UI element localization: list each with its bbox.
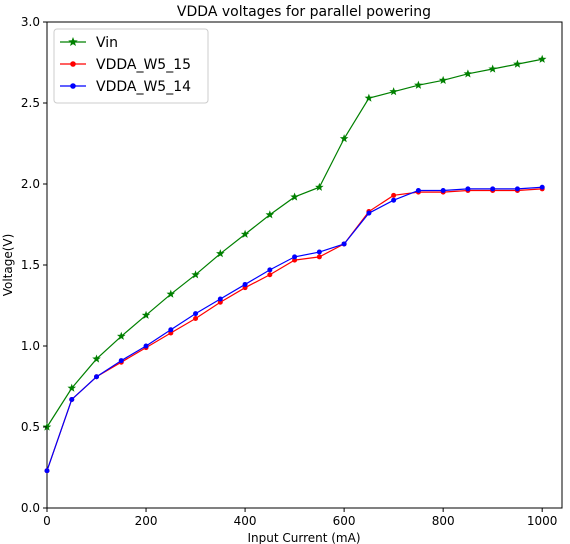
legend-item: VDDA_W5_15: [60, 57, 191, 73]
data-point: [290, 192, 299, 201]
legend-label: VDDA_W5_15: [96, 57, 191, 73]
data-point: [315, 182, 324, 191]
data-point: [438, 75, 448, 84]
data-point: [488, 64, 497, 73]
data-point: [193, 311, 199, 317]
x-tick-label: 1000: [527, 514, 558, 528]
data-point: [141, 310, 151, 319]
y-tick-label: 2.5: [21, 96, 40, 110]
data-point: [364, 93, 374, 102]
legend-marker: [68, 37, 78, 47]
data-point: [316, 254, 322, 260]
y-tick-label: 2.0: [21, 177, 40, 191]
data-point: [265, 210, 275, 219]
data-point: [216, 249, 225, 258]
data-point: [191, 270, 200, 279]
data-point: [414, 80, 423, 89]
data-point: [339, 134, 349, 143]
y-axis-label: Voltage(V): [1, 234, 15, 297]
data-point: [490, 186, 496, 192]
x-axis-label: Input Current (mA): [247, 531, 360, 544]
data-point: [292, 254, 298, 260]
series-vdda-w5-14: [44, 184, 545, 474]
data-point: [143, 343, 149, 349]
data-point: [217, 296, 223, 302]
legend-marker: [70, 83, 76, 89]
data-point: [513, 59, 522, 68]
data-point: [463, 69, 473, 78]
data-point: [440, 187, 446, 193]
data-point: [267, 272, 273, 278]
data-point: [118, 358, 124, 364]
y-tick-label: 0.0: [21, 501, 40, 515]
data-point: [92, 354, 101, 363]
data-point: [415, 187, 421, 193]
data-point: [341, 241, 347, 247]
data-point: [117, 331, 126, 340]
x-tick-label: 200: [135, 514, 158, 528]
data-point: [168, 327, 174, 333]
data-point: [267, 267, 273, 273]
x-tick-label: 600: [333, 514, 356, 528]
data-point: [539, 184, 545, 190]
x-tick-label: 800: [432, 514, 455, 528]
data-point: [465, 186, 471, 192]
data-point: [242, 281, 248, 287]
data-point: [366, 210, 372, 216]
data-point: [94, 374, 100, 380]
legend: Vin VDDA_W5_15 VDDA_W5_14: [53, 28, 209, 104]
legend-label: Vin: [96, 35, 118, 51]
y-tick-label: 1.0: [21, 339, 40, 353]
data-point: [316, 249, 322, 255]
y-axis: 0.0 0.5 1.0 1.5 2.0 2.5 3.0: [21, 15, 47, 515]
x-tick-label: 400: [234, 514, 257, 528]
legend-label: VDDA_W5_14: [96, 79, 191, 95]
data-point: [391, 192, 397, 198]
data-point: [44, 468, 50, 474]
chart-title: VDDA voltages for parallel powering: [177, 4, 431, 20]
data-point: [166, 289, 176, 298]
data-point: [389, 87, 398, 96]
x-tick-label: 0: [43, 514, 51, 528]
data-point: [391, 197, 397, 203]
legend-box: [53, 28, 209, 104]
series-layer: [42, 54, 547, 474]
data-point: [240, 229, 250, 238]
y-tick-label: 3.0: [21, 15, 40, 29]
x-axis: 0 200 400 600 800 1000: [43, 508, 557, 528]
legend-item: VDDA_W5_14: [60, 79, 191, 95]
y-tick-label: 0.5: [21, 420, 40, 434]
data-point: [69, 396, 75, 402]
data-point: [67, 383, 77, 392]
y-tick-label: 1.5: [21, 258, 40, 272]
data-point: [537, 54, 547, 63]
legend-marker: [70, 61, 76, 67]
data-point: [514, 186, 520, 192]
legend-item: Vin: [60, 35, 118, 51]
data-point: [193, 315, 199, 321]
